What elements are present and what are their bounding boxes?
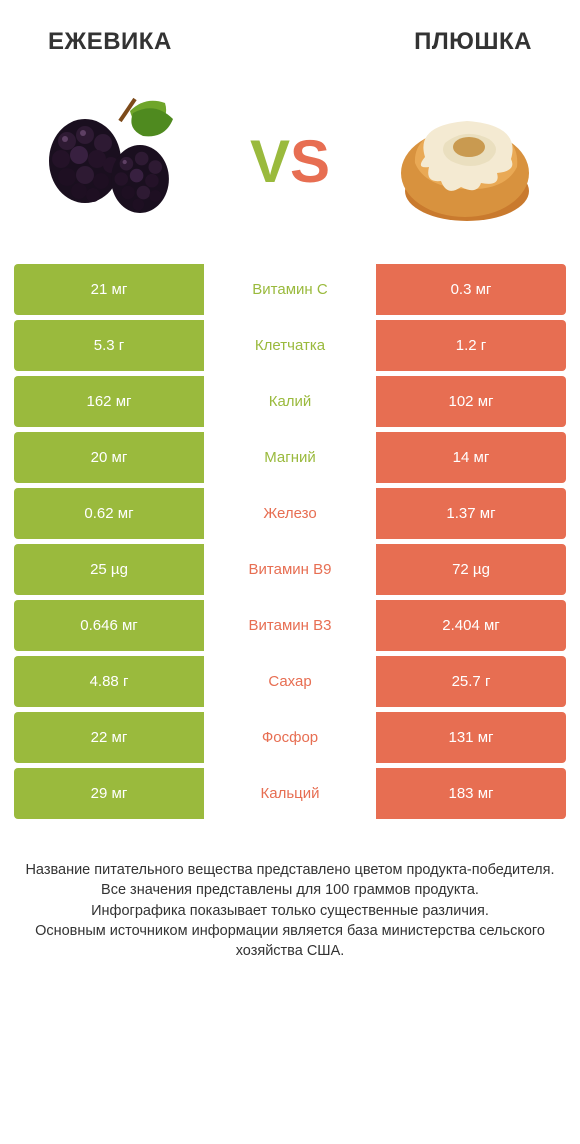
table-row: 0.646 мгВитамин B32.404 мг (14, 600, 566, 656)
nutrient-label: Сахар (204, 656, 376, 707)
header: ЕЖЕВИКА ПЛЮШКА (0, 0, 580, 68)
left-value: 25 µg (14, 544, 204, 595)
right-value: 183 мг (376, 768, 566, 819)
vs-label: VS (250, 127, 330, 196)
nutrient-label: Клетчатка (204, 320, 376, 371)
left-value: 29 мг (14, 768, 204, 819)
table-row: 21 мгВитамин C0.3 мг (14, 264, 566, 320)
left-value: 4.88 г (14, 656, 204, 707)
table-row: 20 мгМагний14 мг (14, 432, 566, 488)
footer-line-2: Все значения представлены для 100 граммо… (22, 880, 558, 900)
blackberry-image (30, 86, 200, 236)
right-value: 1.2 г (376, 320, 566, 371)
vs-v: V (250, 127, 290, 196)
footer-line-4: Основным источником информации является … (22, 921, 558, 962)
nutrient-label: Железо (204, 488, 376, 539)
nutrient-label: Магний (204, 432, 376, 483)
hero-row: VS (0, 68, 580, 264)
right-value: 131 мг (376, 712, 566, 763)
right-value: 1.37 мг (376, 488, 566, 539)
right-value: 72 µg (376, 544, 566, 595)
nutrient-label: Витамин C (204, 264, 376, 315)
vs-s: S (290, 127, 330, 196)
table-row: 29 мгКальций183 мг (14, 768, 566, 824)
left-value: 22 мг (14, 712, 204, 763)
nutrient-label: Фосфор (204, 712, 376, 763)
left-value: 21 мг (14, 264, 204, 315)
right-value: 14 мг (376, 432, 566, 483)
table-row: 22 мгФосфор131 мг (14, 712, 566, 768)
table-row: 4.88 гСахар25.7 г (14, 656, 566, 712)
table-row: 25 µgВитамин B972 µg (14, 544, 566, 600)
footer-note: Название питательного вещества представл… (0, 824, 580, 961)
table-row: 0.62 мгЖелезо1.37 мг (14, 488, 566, 544)
nutrient-label: Калий (204, 376, 376, 427)
left-product-title: ЕЖЕВИКА (48, 28, 172, 56)
footer-line-3: Инфографика показывает только существенн… (22, 901, 558, 921)
table-row: 162 мгКалий102 мг (14, 376, 566, 432)
nutrient-label: Витамин B9 (204, 544, 376, 595)
table-row: 5.3 гКлетчатка1.2 г (14, 320, 566, 376)
right-value: 0.3 мг (376, 264, 566, 315)
left-value: 20 мг (14, 432, 204, 483)
left-value: 0.646 мг (14, 600, 204, 651)
right-value: 25.7 г (376, 656, 566, 707)
comparison-table: 21 мгВитамин C0.3 мг5.3 гКлетчатка1.2 г1… (0, 264, 580, 824)
right-value: 2.404 мг (376, 600, 566, 651)
nutrient-label: Витамин B3 (204, 600, 376, 651)
footer-line-1: Название питательного вещества представл… (22, 860, 558, 880)
bun-image (380, 86, 550, 236)
left-value: 5.3 г (14, 320, 204, 371)
nutrient-label: Кальций (204, 768, 376, 819)
left-value: 0.62 мг (14, 488, 204, 539)
right-value: 102 мг (376, 376, 566, 427)
left-value: 162 мг (14, 376, 204, 427)
right-product-title: ПЛЮШКА (414, 28, 532, 56)
